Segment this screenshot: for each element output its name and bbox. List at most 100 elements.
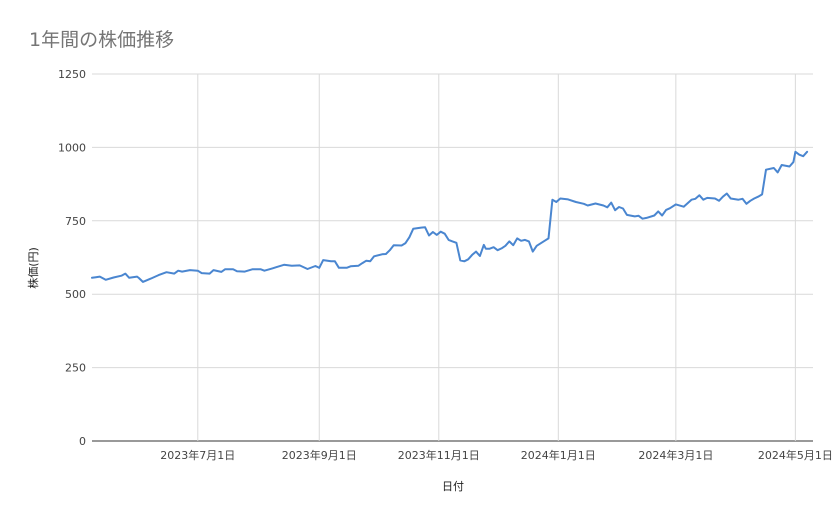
data-point bbox=[794, 151, 796, 153]
data-point bbox=[583, 203, 585, 205]
data-point bbox=[271, 267, 273, 269]
data-point bbox=[189, 269, 191, 271]
data-point bbox=[587, 205, 589, 207]
data-point bbox=[516, 237, 518, 239]
data-point bbox=[150, 278, 152, 280]
data-point bbox=[220, 271, 222, 273]
x-tick-label: 2024年1月1日 bbox=[521, 448, 596, 462]
data-point bbox=[136, 276, 138, 278]
data-point bbox=[745, 203, 747, 205]
data-point bbox=[634, 215, 636, 217]
data-point bbox=[730, 198, 732, 200]
x-tick-label: 2023年7月1日 bbox=[160, 448, 235, 462]
data-point bbox=[365, 260, 367, 262]
chart-title: 1年間の株価推移 bbox=[29, 29, 175, 51]
data-point bbox=[113, 277, 115, 279]
data-point bbox=[138, 277, 140, 279]
data-point bbox=[536, 245, 538, 247]
data-point bbox=[532, 251, 534, 253]
data-point bbox=[595, 203, 597, 205]
data-point bbox=[669, 207, 671, 209]
data-point bbox=[479, 255, 481, 257]
data-point bbox=[471, 254, 473, 256]
data-point bbox=[504, 245, 506, 247]
data-point bbox=[424, 226, 426, 228]
data-point bbox=[440, 231, 442, 233]
y-tick-label: 250 bbox=[65, 362, 86, 375]
data-point bbox=[753, 198, 755, 200]
data-point bbox=[444, 233, 446, 235]
data-point bbox=[528, 240, 530, 242]
data-point bbox=[626, 214, 628, 216]
y-tick-label: 500 bbox=[65, 288, 86, 301]
data-point bbox=[781, 164, 783, 166]
data-point bbox=[653, 215, 655, 217]
data-point bbox=[177, 270, 179, 272]
data-point bbox=[501, 247, 503, 249]
data-point bbox=[559, 198, 561, 200]
x-tick-label: 2024年5月1日 bbox=[758, 448, 833, 462]
data-point bbox=[224, 268, 226, 270]
data-point bbox=[105, 279, 107, 281]
data-point bbox=[361, 262, 363, 264]
data-point bbox=[614, 209, 616, 211]
y-axis-title: 株価(円) bbox=[26, 247, 40, 289]
y-tick-label: 0 bbox=[79, 435, 86, 448]
data-point bbox=[789, 166, 791, 168]
data-point bbox=[485, 248, 487, 250]
data-point bbox=[401, 245, 403, 247]
data-point bbox=[346, 267, 348, 269]
y-tick-label: 750 bbox=[65, 215, 86, 228]
data-point bbox=[726, 193, 728, 195]
data-point bbox=[236, 270, 238, 272]
data-point bbox=[606, 206, 608, 208]
data-point bbox=[373, 255, 375, 257]
data-point bbox=[412, 228, 414, 230]
data-point bbox=[91, 277, 93, 279]
data-point bbox=[702, 199, 704, 201]
data-point bbox=[475, 251, 477, 253]
data-point bbox=[497, 249, 499, 251]
data-point bbox=[524, 239, 526, 241]
data-point bbox=[338, 267, 340, 269]
data-point bbox=[757, 196, 759, 198]
x-tick-label: 2023年9月1日 bbox=[282, 448, 357, 462]
data-point bbox=[691, 199, 693, 201]
data-point bbox=[420, 227, 422, 229]
data-point bbox=[646, 217, 648, 219]
data-point bbox=[544, 240, 546, 242]
data-point bbox=[665, 209, 667, 211]
data-point bbox=[698, 194, 700, 196]
data-point bbox=[742, 198, 744, 200]
data-point bbox=[213, 269, 215, 271]
data-point bbox=[209, 273, 211, 275]
data-point bbox=[548, 237, 550, 239]
data-point bbox=[806, 151, 808, 153]
data-point bbox=[718, 200, 720, 202]
data-point bbox=[405, 242, 407, 244]
data-point bbox=[467, 258, 469, 260]
data-point bbox=[428, 235, 430, 237]
data-point bbox=[291, 265, 293, 267]
data-point bbox=[244, 271, 246, 273]
data-point bbox=[173, 273, 175, 275]
data-point bbox=[314, 265, 316, 267]
data-point bbox=[358, 265, 360, 267]
data-point bbox=[683, 206, 685, 208]
series-line bbox=[91, 150, 809, 283]
data-point bbox=[777, 171, 779, 173]
data-point bbox=[350, 265, 352, 267]
data-point bbox=[408, 236, 410, 238]
data-point bbox=[483, 244, 485, 246]
data-point bbox=[283, 264, 285, 266]
y-tick-label: 1250 bbox=[58, 68, 86, 81]
data-point bbox=[802, 155, 804, 157]
data-point bbox=[618, 206, 620, 208]
data-point bbox=[642, 218, 644, 220]
data-point bbox=[792, 161, 794, 163]
y-tick-label: 1000 bbox=[58, 141, 86, 154]
data-point bbox=[455, 242, 457, 244]
data-point bbox=[798, 154, 800, 156]
data-point bbox=[738, 199, 740, 201]
